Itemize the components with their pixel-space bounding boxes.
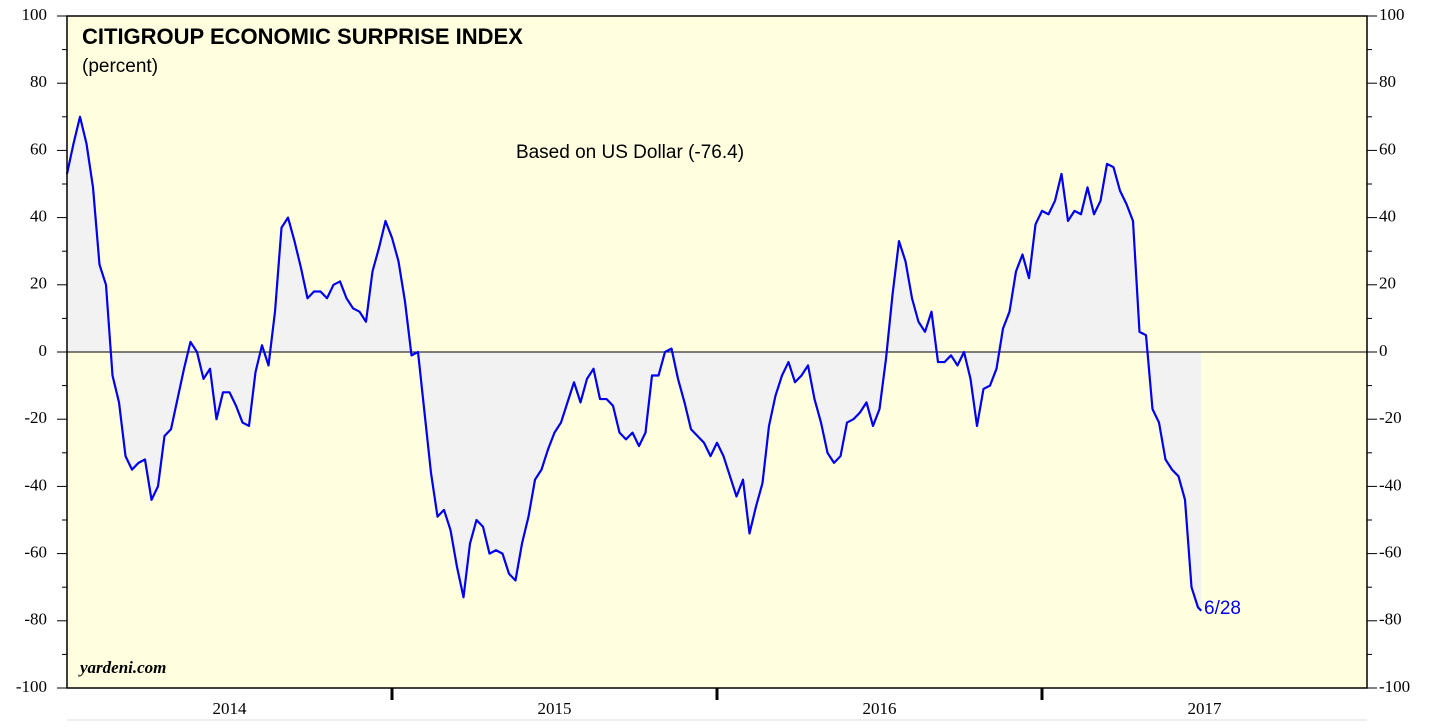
- end-label: 6/28: [1204, 598, 1241, 619]
- source: yardeni.com: [78, 658, 166, 677]
- y-tick-label-right: 40: [1379, 207, 1396, 226]
- y-tick-label: -80: [24, 610, 47, 629]
- line: [65, 115, 1203, 612]
- x-tick-label: 2017: [1188, 699, 1223, 718]
- chart-title: CITIGROUP ECONOMIC SURPRISE INDEX: [82, 24, 523, 49]
- y-tick-label: -60: [24, 543, 47, 562]
- x-tick-label: 2014: [213, 699, 248, 718]
- x-tick-label: 2016: [863, 699, 897, 718]
- y-tick-label-right: 100: [1379, 5, 1405, 24]
- y-tick-label-right: -100: [1379, 677, 1410, 696]
- y-tick-label-right: 0: [1379, 341, 1388, 360]
- y-tick-label: -100: [16, 677, 47, 696]
- annotation: Based on US Dollar (-76.4): [516, 142, 744, 163]
- y-tick-label: -40: [24, 475, 47, 494]
- y-tick-label-right: 80: [1379, 72, 1396, 91]
- y-tick-label: 20: [30, 274, 47, 293]
- plot-border: [66, 15, 1368, 689]
- y-tick-label: 100: [22, 5, 48, 24]
- area: [67, 116, 1202, 611]
- chart-subtitle: (percent): [82, 56, 158, 77]
- y-tick-label: 0: [39, 341, 48, 360]
- y-tick-label-right: 60: [1379, 139, 1396, 158]
- y-tick-label: 40: [30, 207, 47, 226]
- y-tick-label: -20: [24, 408, 47, 427]
- y-tick-label: 80: [30, 72, 47, 91]
- y-tick-label: 60: [30, 139, 47, 158]
- y-tick-label-right: -20: [1379, 408, 1402, 427]
- y-tick-label-right: -80: [1379, 610, 1402, 629]
- y-tick-label-right: 20: [1379, 274, 1396, 293]
- y-tick-label-right: -60: [1379, 543, 1402, 562]
- x-tick-label: 2015: [538, 699, 572, 718]
- y-tick-label-right: -40: [1379, 475, 1402, 494]
